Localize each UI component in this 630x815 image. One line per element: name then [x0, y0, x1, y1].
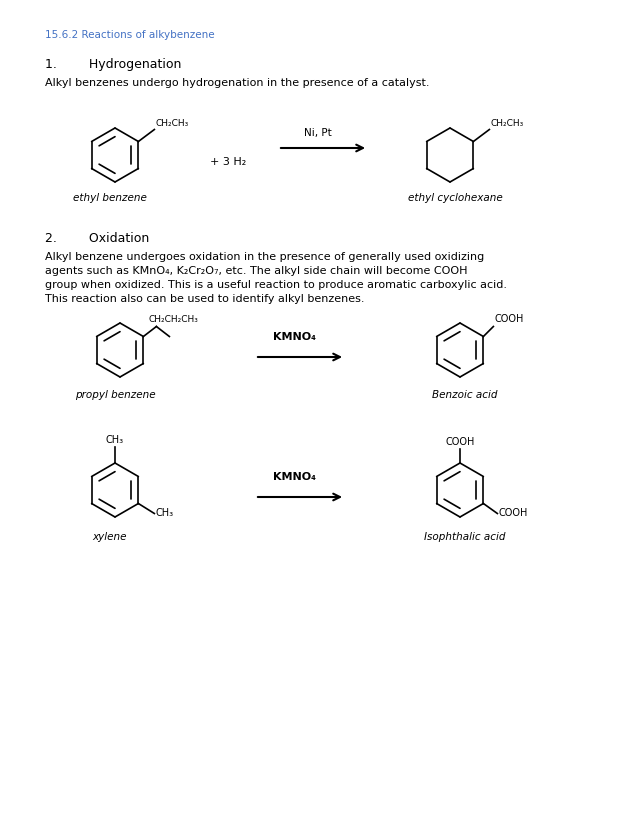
- Text: CH₂CH₃: CH₂CH₃: [490, 120, 524, 129]
- Text: xylene: xylene: [93, 532, 127, 542]
- Text: 1.        Hydrogenation: 1. Hydrogenation: [45, 58, 181, 71]
- Text: COOH: COOH: [445, 437, 474, 447]
- Text: propyl benzene: propyl benzene: [75, 390, 156, 400]
- Text: agents such as KMnO₄, K₂Cr₂O₇, etc. The alkyl side chain will become COOH: agents such as KMnO₄, K₂Cr₂O₇, etc. The …: [45, 266, 467, 276]
- Text: Alkyl benzenes undergo hydrogenation in the presence of a catalyst.: Alkyl benzenes undergo hydrogenation in …: [45, 78, 430, 88]
- Text: 2.        Oxidation: 2. Oxidation: [45, 232, 149, 245]
- Text: 15.6.2 Reactions of alkybenzene: 15.6.2 Reactions of alkybenzene: [45, 30, 215, 40]
- Text: Ni, Pt: Ni, Pt: [304, 128, 332, 138]
- Text: + 3 H₂: + 3 H₂: [210, 157, 246, 167]
- Text: COOH: COOH: [495, 315, 524, 324]
- Text: group when oxidized. This is a useful reaction to produce aromatic carboxylic ac: group when oxidized. This is a useful re…: [45, 280, 507, 290]
- Text: CH₃: CH₃: [156, 509, 173, 518]
- Text: Benzoic acid: Benzoic acid: [432, 390, 498, 400]
- Text: CH₃: CH₃: [106, 435, 124, 445]
- Text: ethyl benzene: ethyl benzene: [73, 193, 147, 203]
- Text: Alkyl benzene undergoes oxidation in the presence of generally used oxidizing: Alkyl benzene undergoes oxidation in the…: [45, 252, 484, 262]
- Text: CH₂CH₂CH₃: CH₂CH₂CH₃: [149, 315, 198, 324]
- Text: ethyl cyclohexane: ethyl cyclohexane: [408, 193, 502, 203]
- Text: CH₂CH₃: CH₂CH₃: [156, 120, 188, 129]
- Text: KMNO₄: KMNO₄: [273, 472, 316, 482]
- Text: COOH: COOH: [498, 509, 528, 518]
- Text: Isophthalic acid: Isophthalic acid: [424, 532, 506, 542]
- Text: This reaction also can be used to identify alkyl benzenes.: This reaction also can be used to identi…: [45, 294, 365, 304]
- Text: KMNO₄: KMNO₄: [273, 332, 316, 342]
